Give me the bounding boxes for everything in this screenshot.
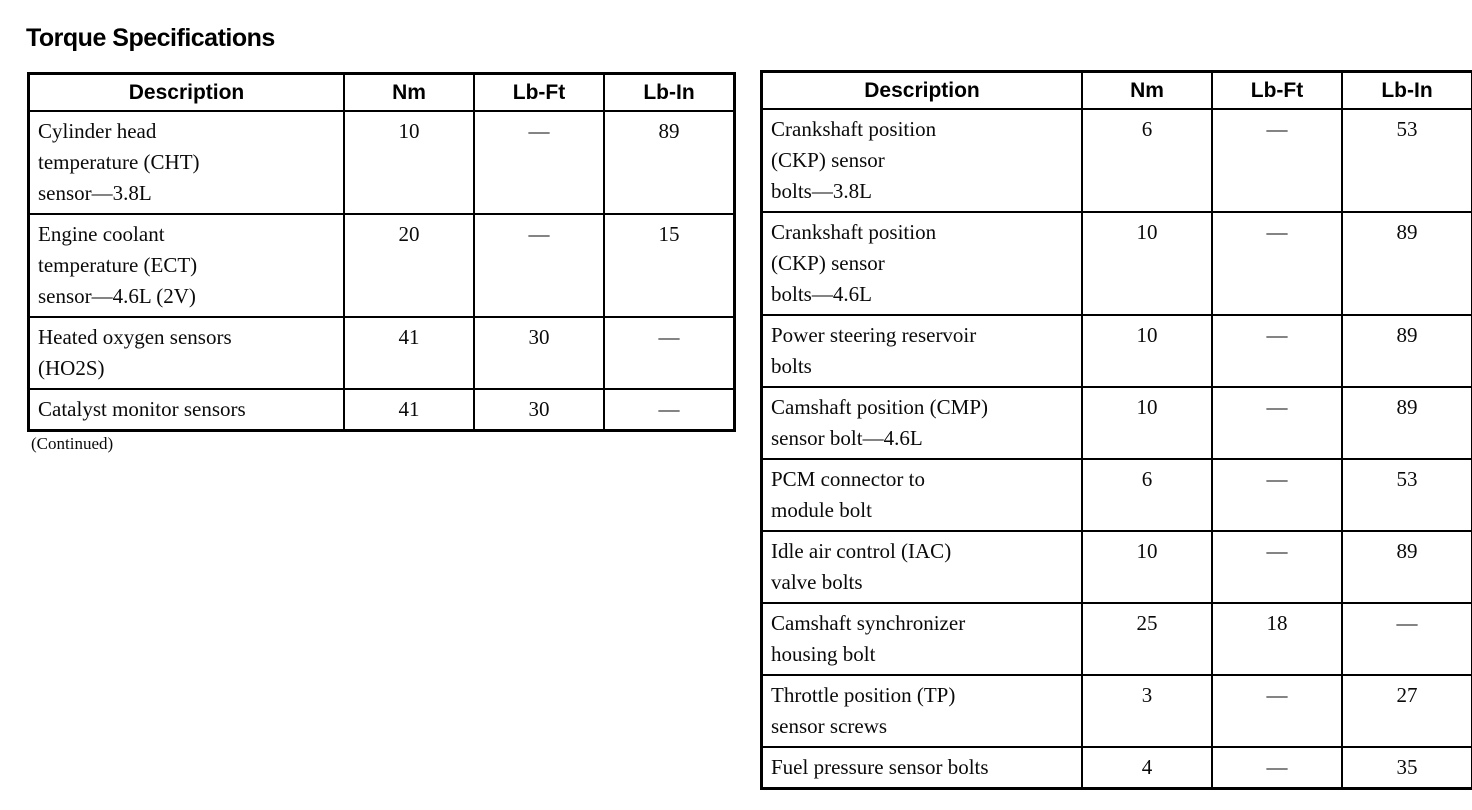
table-row: Heated oxygen sensors (HO2S) 41 30— [27,316,736,390]
table-row: PCM connector to module bolt 6—53 [760,458,1472,532]
table-row: Catalyst monitor sensors 41 30— [27,388,736,432]
torque-table-left-header: Description Nm Lb-Ft Lb-In [27,72,736,112]
column-header: Lb-Ft [473,72,605,112]
value-cell: — [1211,746,1343,790]
header-row: Description Nm Lb-Ft Lb-In [760,70,1472,110]
description-cell: Idle air control (IAC) valve bolts [760,530,1083,604]
value-cell: 89 [1341,386,1472,460]
table-row: Engine coolant temperature (ECT) sensor—… [27,213,736,318]
value-cell: 10 [1081,530,1213,604]
value-cell: — [603,316,736,390]
value-cell: 53 [1341,108,1472,213]
column-header: Nm [343,72,475,112]
description-cell: Engine coolant temperature (ECT) sensor—… [27,213,345,318]
column-header: Description [27,72,345,112]
value-cell: 25 [1081,602,1213,676]
torque-table-left-body: Cylinder head temperature (CHT) sensor—3… [27,110,736,432]
table-row: Crankshaft position (CKP) sensor bolts—3… [760,108,1472,213]
value-cell: 30 [473,316,605,390]
table-row: Fuel pressure sensor bolts 4—35 [760,746,1472,790]
table-row: Power steering reservoir bolts 10—89 [760,314,1472,388]
value-cell: 6 [1081,458,1213,532]
value-cell: 10 [1081,314,1213,388]
value-cell: 4 [1081,746,1213,790]
value-cell: — [1211,530,1343,604]
description-cell: Throttle position (TP) sensor screws [760,674,1083,748]
value-cell: — [1211,674,1343,748]
table-row: Camshaft position (CMP) sensor bolt—4.6L… [760,386,1472,460]
value-cell: 15 [603,213,736,318]
column-header: Lb-In [603,72,736,112]
value-cell: — [1211,211,1343,316]
value-cell: 41 [343,388,475,432]
column-header: Lb-Ft [1211,70,1343,110]
table-row: Throttle position (TP) sensor screws 3—27 [760,674,1472,748]
table-row: Cylinder head temperature (CHT) sensor—3… [27,110,736,215]
description-cell: Fuel pressure sensor bolts [760,746,1083,790]
description-cell: Heated oxygen sensors (HO2S) [27,316,345,390]
description-cell: Camshaft synchronizer housing bolt [760,602,1083,676]
torque-table-right-body: Crankshaft position (CKP) sensor bolts—3… [760,108,1472,790]
value-cell: — [1341,602,1472,676]
column-header: Lb-In [1341,70,1472,110]
value-cell: 10 [1081,211,1213,316]
description-cell: Power steering reservoir bolts [760,314,1083,388]
value-cell: — [1211,458,1343,532]
table-row: Idle air control (IAC) valve bolts 10—89 [760,530,1472,604]
description-cell: Catalyst monitor sensors [27,388,345,432]
value-cell: 10 [1081,386,1213,460]
table-row: Crankshaft position (CKP) sensor bolts—4… [760,211,1472,316]
value-cell: 35 [1341,746,1472,790]
value-cell: 89 [1341,314,1472,388]
value-cell: 30 [473,388,605,432]
header-row: Description Nm Lb-Ft Lb-In [27,72,736,112]
value-cell: 27 [1341,674,1472,748]
value-cell: 3 [1081,674,1213,748]
value-cell: 18 [1211,602,1343,676]
value-cell: 89 [1341,211,1472,316]
value-cell: 20 [343,213,475,318]
description-cell: PCM connector to module bolt [760,458,1083,532]
description-cell: Crankshaft position (CKP) sensor bolts—3… [760,108,1083,213]
torque-table-right: Description Nm Lb-Ft Lb-In Crankshaft posit… [760,70,1472,790]
value-cell: 89 [1341,530,1472,604]
value-cell: — [473,110,605,215]
description-cell: Cylinder head temperature (CHT) sensor—3… [27,110,345,215]
value-cell: 41 [343,316,475,390]
value-cell: — [1211,108,1343,213]
value-cell: — [473,213,605,318]
table-row: Camshaft synchronizer housing bolt 25 18— [760,602,1472,676]
torque-table-right-header: Description Nm Lb-Ft Lb-In [760,70,1472,110]
value-cell: 89 [603,110,736,215]
value-cell: — [1211,314,1343,388]
value-cell: 10 [343,110,475,215]
column-header: Nm [1081,70,1213,110]
description-cell: Crankshaft position (CKP) sensor bolts—4… [760,211,1083,316]
value-cell: — [603,388,736,432]
value-cell: 53 [1341,458,1472,532]
column-header: Description [760,70,1083,110]
page-title: Torque Specifications [26,24,275,52]
value-cell: 6 [1081,108,1213,213]
value-cell: — [1211,386,1343,460]
description-cell: Camshaft position (CMP) sensor bolt—4.6L [760,386,1083,460]
continued-note: (Continued) [31,434,114,453]
torque-table-left: Description Nm Lb-Ft Lb-In Cylinder head te… [27,72,736,432]
